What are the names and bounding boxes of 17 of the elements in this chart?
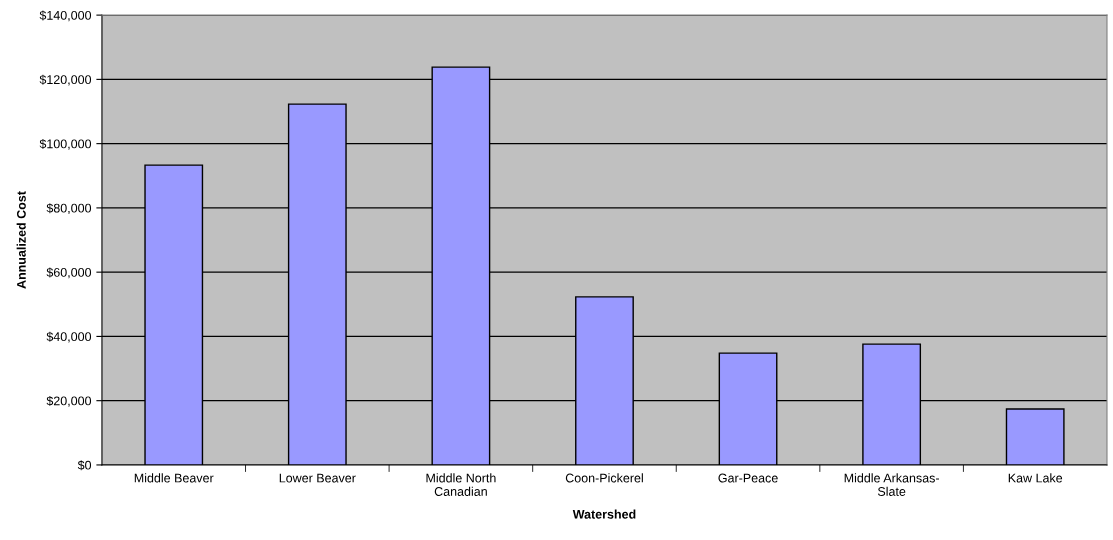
y-tick-label: $40,000 [46,331,92,343]
y-tick-label: $20,000 [46,395,92,407]
x-tick-label: Lower Beaver [279,473,356,483]
y-tick-label: $60,000 [46,267,92,279]
y-tick-label: $120,000 [39,74,92,86]
x-axis-title: Watershed [572,509,636,519]
y-tick-label: $80,000 [46,203,92,215]
x-tick-label: Gar-Peace [718,473,778,483]
y-tick-label: $0 [77,460,92,471]
x-tick-label: Middle North Canadian [426,473,496,496]
x-tick-label: Kaw Lake [1008,473,1063,483]
x-tick-label: Coon-Pickerel [565,473,643,483]
y-axis-title: Annualized Cost [16,191,26,289]
x-tick-label: Middle Arkansas- Slate [844,473,940,496]
y-tick-label: $100,000 [39,138,92,150]
y-tick-label: $140,000 [39,10,92,22]
x-tick-label: Middle Beaver [134,473,214,483]
